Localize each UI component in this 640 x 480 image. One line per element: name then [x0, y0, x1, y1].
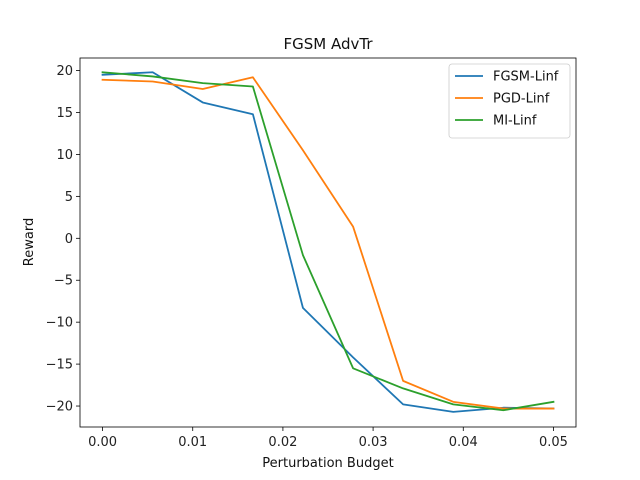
- x-tick-label: 0.03: [359, 435, 388, 450]
- y-tick-label: 15: [56, 106, 73, 121]
- x-tick-label: 0.01: [178, 435, 207, 450]
- y-tick-label: 10: [56, 148, 73, 163]
- series-line-mi-linf: [101, 71, 555, 412]
- y-tick-label: 20: [56, 64, 73, 79]
- x-tick-label: 0.00: [88, 435, 117, 450]
- y-tick-label: −15: [46, 358, 73, 373]
- y-tick-label: −20: [46, 400, 73, 415]
- x-tick-label: 0.02: [268, 435, 297, 450]
- y-axis: −20 −15 −10 −5 0 5 10 15 20: [46, 64, 80, 415]
- y-tick-label: −10: [46, 316, 73, 331]
- x-axis: 0.00 0.01 0.02 0.03 0.04 0.05: [88, 427, 568, 450]
- y-tick-label: 0: [65, 232, 73, 247]
- x-tick-label: 0.04: [449, 435, 478, 450]
- series-line-fgsm-linf: [101, 71, 555, 413]
- y-tick-label: 5: [65, 190, 73, 205]
- series-line-pgd-linf: [101, 76, 555, 410]
- legend-label: PGD-Linf: [493, 92, 550, 107]
- x-tick-label: 0.05: [539, 435, 568, 450]
- legend-label: FGSM-Linf: [493, 70, 559, 85]
- legend-label: MI-Linf: [493, 114, 537, 129]
- x-axis-title: Perturbation Budget: [262, 456, 393, 471]
- series-lines: [101, 71, 555, 413]
- y-tick-label: −5: [54, 274, 73, 289]
- y-axis-title: Reward: [22, 218, 37, 266]
- chart-title: FGSM AdvTr: [283, 35, 373, 53]
- legend: FGSM-Linf PGD-Linf MI-Linf: [448, 63, 571, 139]
